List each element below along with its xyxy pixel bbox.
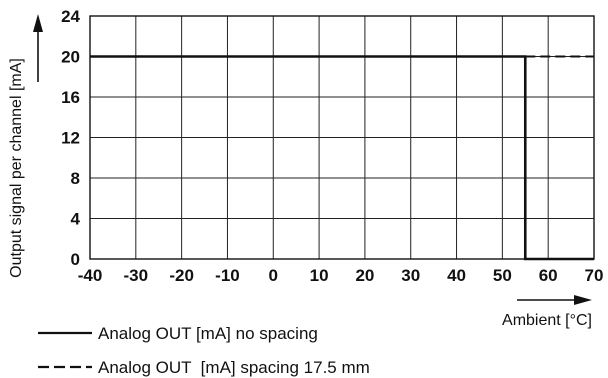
x-tick-label: -20 — [169, 266, 194, 285]
x-tick-label: 30 — [401, 266, 420, 285]
x-tick-label: -30 — [124, 266, 149, 285]
plot-frame — [89, 15, 595, 260]
x-tick-label: 0 — [269, 266, 278, 285]
legend-label-no-spacing: Analog OUT [mA] no spacing — [98, 324, 318, 343]
y-axis-label: Output signal per channel [mA] — [8, 58, 25, 278]
x-tick-label: 20 — [355, 266, 374, 285]
x-tick-label: 70 — [585, 266, 604, 285]
legend-label-spacing: Analog OUT [mA] spacing 17.5 mm — [98, 358, 370, 377]
x-tick-label: 60 — [539, 266, 558, 285]
x-axis-arrow-head — [574, 295, 592, 305]
x-tick-label: 10 — [310, 266, 329, 285]
y-tick-label: 0 — [71, 250, 80, 269]
x-tick-label: 50 — [493, 266, 512, 285]
y-tick-labels: 0 4 8 12 16 20 24 — [61, 7, 80, 269]
y-tick-label: 24 — [61, 7, 80, 26]
y-tick-label: 4 — [71, 210, 81, 229]
legend: Analog OUT [mA] no spacing Analog OUT [m… — [38, 324, 370, 377]
grid-lines — [89, 15, 595, 260]
x-tick-label: 40 — [447, 266, 466, 285]
y-axis-arrow-head — [33, 14, 43, 32]
y-tick-label: 16 — [61, 88, 80, 107]
x-tick-label: -10 — [215, 266, 240, 285]
y-tick-label: 8 — [71, 169, 80, 188]
x-tick-label: -40 — [78, 266, 103, 285]
series-line-no-spacing — [90, 55, 594, 261]
y-tick-label: 20 — [61, 48, 80, 67]
y-tick-label: 12 — [61, 129, 80, 148]
series-layer — [90, 55, 594, 261]
x-axis-label: Ambient [°C] — [502, 312, 592, 329]
x-tick-labels: -40 -30 -20 -10 0 10 20 30 40 50 60 70 — [78, 266, 604, 285]
